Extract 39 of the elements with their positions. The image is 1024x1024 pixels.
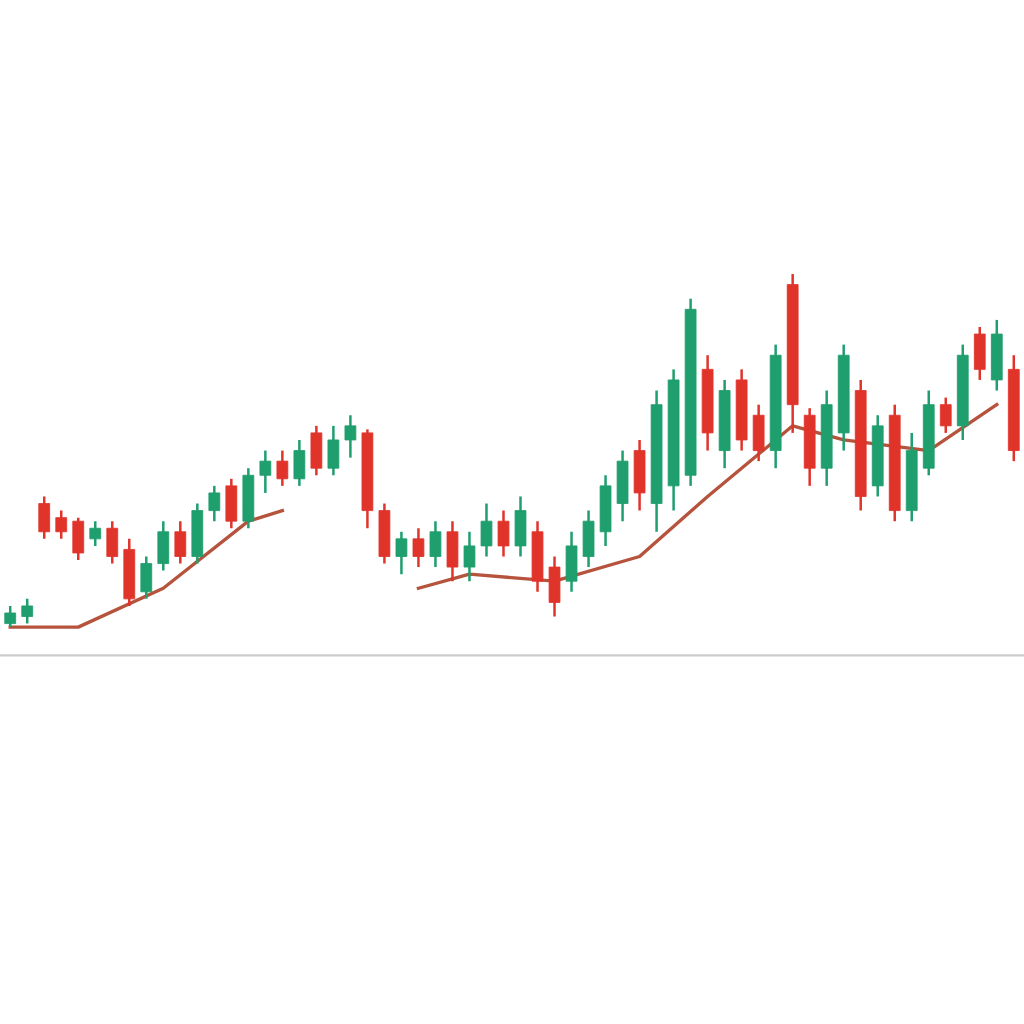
candlestick — [208, 484, 221, 523]
candlestick — [378, 502, 391, 565]
candlestick — [497, 509, 510, 558]
candlestick — [429, 519, 442, 569]
candlestick — [242, 466, 255, 530]
candlestick — [55, 509, 68, 541]
candlestick — [72, 516, 85, 562]
candlestick — [939, 396, 952, 435]
candlestick — [157, 519, 170, 572]
candlestick — [106, 519, 119, 565]
candlestick — [89, 519, 102, 548]
candlestick — [174, 519, 187, 565]
candlestick — [327, 424, 340, 477]
candlestick — [21, 597, 34, 625]
candlestick — [293, 438, 306, 488]
candlestick — [973, 325, 986, 382]
candlestick — [514, 495, 527, 558]
candlestick — [752, 403, 765, 463]
candlestick — [310, 424, 323, 477]
candlestick — [565, 530, 578, 594]
candlestick — [344, 414, 357, 459]
candlestick — [633, 438, 646, 512]
candlestick — [616, 449, 629, 523]
candlestick — [38, 495, 51, 541]
candlestick — [395, 530, 408, 576]
candlestick — [140, 555, 153, 601]
candlestick — [259, 449, 272, 495]
candlestick — [990, 318, 1003, 392]
candlestick — [446, 519, 459, 583]
candlestick — [412, 526, 425, 569]
candlestick — [276, 449, 289, 488]
candlestick — [225, 477, 238, 530]
candlestick — [4, 604, 17, 629]
candlestick — [599, 474, 612, 548]
candlestick — [548, 555, 561, 618]
candlestick — [480, 502, 493, 558]
candlestick — [463, 530, 476, 583]
candlestick — [191, 502, 204, 565]
candlestick — [582, 509, 595, 569]
